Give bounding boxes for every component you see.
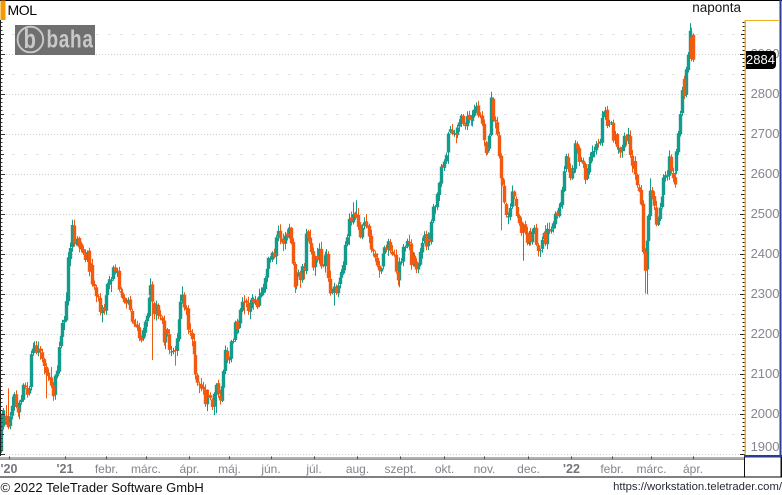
svg-text:baha: baha [47, 25, 94, 53]
svg-text:b: b [24, 25, 36, 54]
